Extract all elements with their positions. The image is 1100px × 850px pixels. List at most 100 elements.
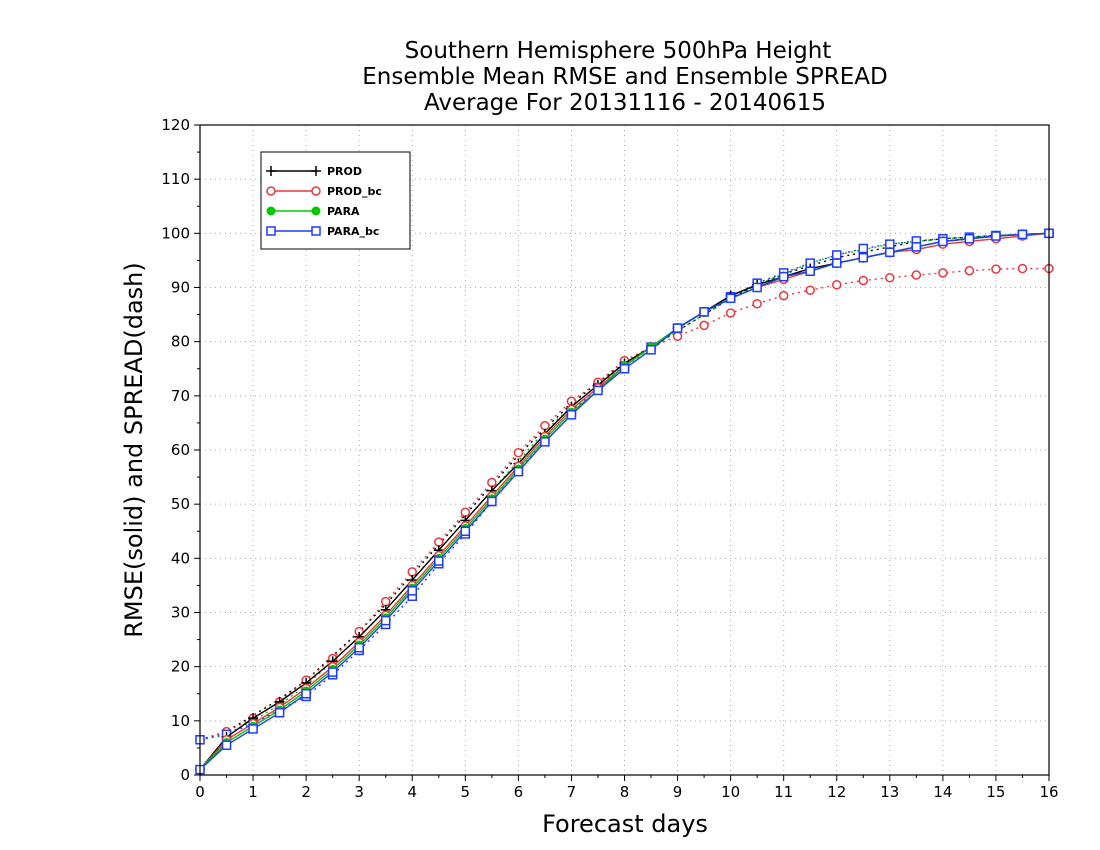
data-point-para-bc — [354, 642, 364, 653]
x-tick-label: 12 — [827, 783, 846, 801]
data-point-para-bc — [380, 615, 391, 626]
y-tick-label: 0 — [180, 766, 190, 784]
chart-title-line-3: Average For 20131116 - 20140615 — [424, 90, 826, 116]
legend-label: PARA — [327, 205, 360, 218]
data-point-para-bc — [540, 437, 550, 447]
data-point-para-bc — [327, 667, 338, 677]
data-point-para-bc — [885, 247, 895, 258]
data-point-prod-bc-spread — [540, 420, 550, 431]
data-point-para-bc — [991, 231, 1001, 241]
x-tick-label: 9 — [673, 783, 683, 801]
data-point-prod-bc-spread — [938, 268, 948, 278]
data-point-prod-bc-spread — [699, 320, 709, 331]
data-point-para-bc — [938, 236, 948, 247]
legend: PROD PROD_bc PARA PARA_bc — [260, 151, 411, 250]
series-line-prod-spread — [199, 232, 1050, 741]
legend-marker — [266, 226, 276, 236]
data-point-para-bc — [619, 364, 630, 374]
data-point-para-bc — [1017, 229, 1028, 240]
data-point-para-bc — [672, 323, 683, 333]
y-tick-label: 110 — [161, 170, 190, 188]
data-point-para-bc — [858, 252, 869, 263]
data-point-para-bc — [832, 258, 842, 268]
y-tick-label: 80 — [171, 333, 190, 351]
data-point-para-bc — [513, 466, 524, 477]
series-line-para — [199, 232, 1050, 771]
series-line-para-bc-spread — [199, 232, 1050, 741]
data-point-para-bc-spread — [858, 243, 869, 254]
x-tick-label: 16 — [1039, 783, 1058, 801]
y-tick-label: 20 — [171, 658, 190, 676]
y-axis-label: RMSE(solid) and SPREAD(dash) — [120, 262, 148, 638]
y-tick-label: 120 — [161, 116, 190, 134]
data-point-prod-bc-spread — [911, 270, 922, 280]
legend-marker — [311, 206, 321, 216]
data-point-para-bc — [725, 293, 736, 304]
data-point-para-bc — [221, 740, 232, 750]
x-tick-label: 1 — [248, 783, 258, 801]
x-tick-label: 4 — [407, 783, 417, 801]
data-point-para-bc-spread — [832, 250, 842, 260]
legend-marker — [266, 206, 276, 216]
data-point-prod-bc-spread — [407, 567, 417, 577]
x-tick-label: 7 — [567, 783, 577, 801]
data-point-para-bc-spread — [885, 239, 895, 249]
data-point-para-bc — [593, 385, 603, 396]
legend-marker — [266, 186, 276, 196]
legend-marker — [311, 166, 321, 176]
data-point-para-bc — [911, 242, 922, 252]
x-tick-label: 5 — [461, 783, 471, 801]
data-point-para-bc — [566, 410, 577, 420]
legend-marker — [311, 226, 321, 236]
data-point-prod-bc-spread — [991, 264, 1001, 274]
legend-box — [260, 151, 411, 250]
data-point-prod-bc-spread — [380, 596, 391, 607]
y-tick-label: 40 — [171, 549, 190, 567]
data-point-para-bc — [752, 282, 762, 293]
legend-label: PROD — [327, 165, 362, 178]
data-point-para-bc — [434, 556, 444, 566]
y-tick-label: 70 — [171, 387, 190, 405]
data-point-prod-bc-spread — [832, 280, 842, 290]
data-point-para-bc — [274, 707, 285, 718]
data-point-para-bc — [301, 689, 311, 699]
x-tick-label: 6 — [514, 783, 524, 801]
data-point-prod-bc-spread — [778, 290, 789, 301]
series-line-para-bc — [199, 232, 1050, 771]
data-point-prod-bc-spread — [672, 331, 683, 341]
data-point-prod-bc-spread — [858, 275, 869, 286]
plot-frame — [199, 124, 1050, 776]
x-tick-label: 2 — [301, 783, 311, 801]
data-point-para-bc — [646, 345, 656, 355]
x-tick-label: 11 — [774, 783, 793, 801]
data-point-prod-bc-spread — [1017, 263, 1028, 274]
data-point-prod-bc-spread — [434, 537, 444, 547]
y-tick-label: 60 — [171, 441, 190, 459]
data-point-para-bc — [805, 266, 815, 276]
x-tick-label: 15 — [986, 783, 1005, 801]
x-tick-label: 3 — [354, 783, 364, 801]
series-line-prod-bc — [199, 232, 1050, 771]
data-point-prod-bc-spread — [513, 447, 524, 458]
x-tick-label: 0 — [195, 783, 205, 801]
legend-label: PARA_bc — [327, 225, 379, 238]
y-tick-label: 90 — [171, 279, 190, 297]
series-line-prod-bc-spread — [199, 267, 1049, 741]
data-point-prod-bc-spread — [752, 299, 762, 309]
data-point-prod-bc-spread — [725, 308, 736, 318]
y-tick-label: 30 — [171, 604, 190, 622]
series-line-prod — [199, 232, 1050, 771]
chart-title-line-1: Southern Hemisphere 500hPa Height — [405, 38, 832, 64]
axes: 0 1 2 3 4 5 6 7 8 9 10 11 12 13 14 15 160102030405060708… — [161, 116, 1058, 801]
data-point-prod-bc-spread — [460, 507, 471, 518]
x-tick-label: 10 — [721, 783, 740, 801]
data-point-para-bc — [487, 496, 497, 507]
y-tick-label: 10 — [171, 712, 190, 730]
data-point-para-bc — [699, 307, 709, 317]
x-axis-label: Forecast days — [542, 810, 708, 838]
data-point-para-bc — [964, 234, 975, 244]
x-tick-label: 8 — [620, 783, 630, 801]
data-point-prod-bc-spread — [805, 285, 815, 295]
data-point-para-bc — [407, 586, 417, 596]
